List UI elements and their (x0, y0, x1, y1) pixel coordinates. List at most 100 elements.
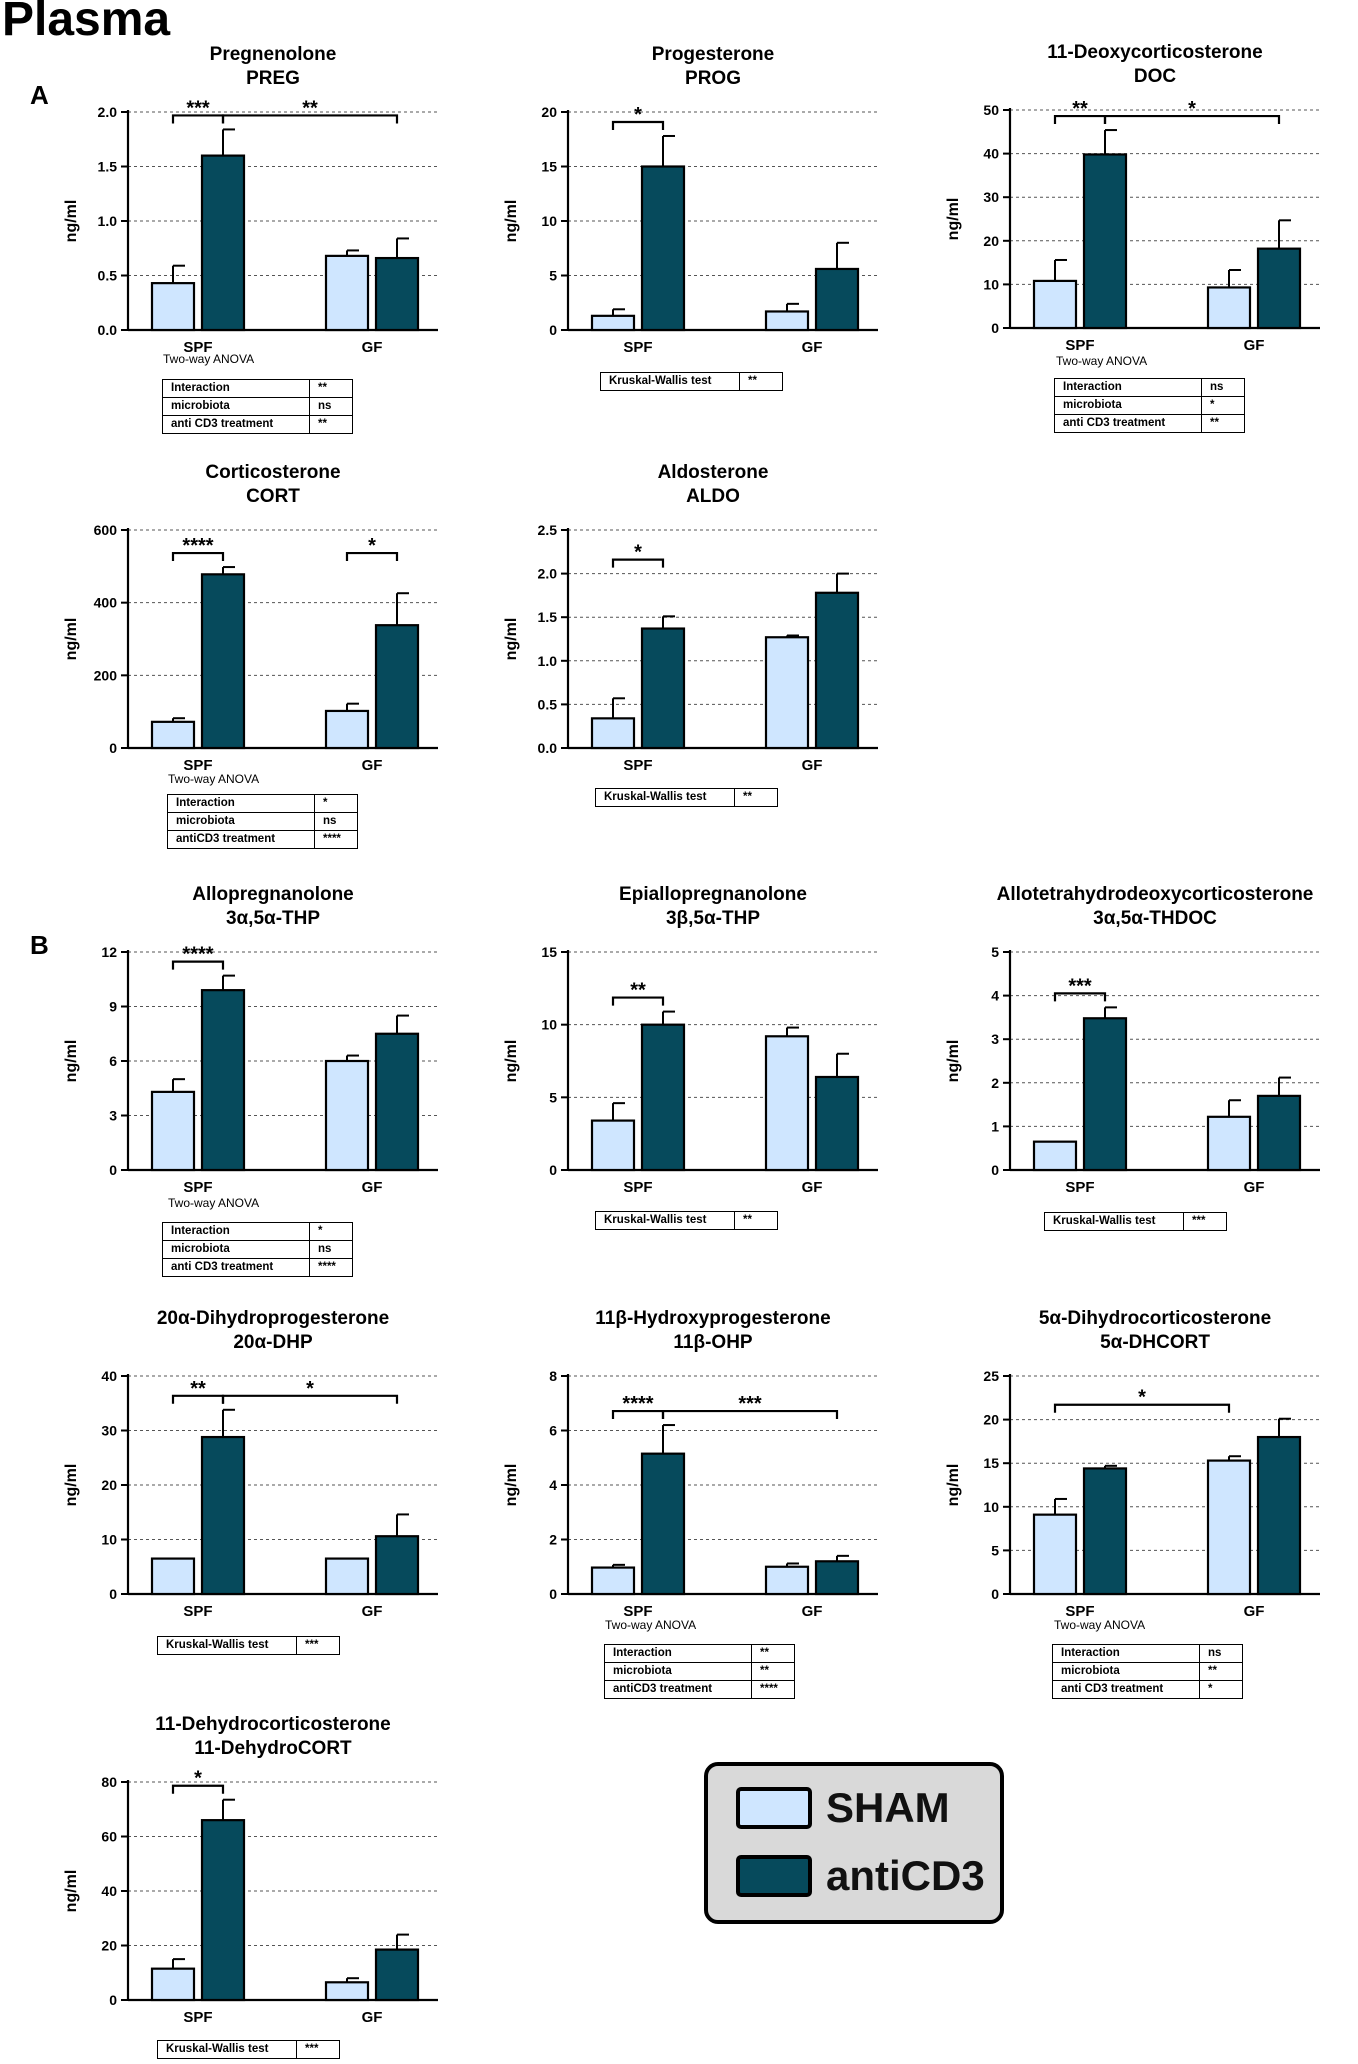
y-tick-label: 10 (541, 213, 557, 229)
y-tick-label: 1.5 (98, 159, 118, 175)
chart-subtitle: 11-DehydroCORT (194, 1738, 352, 1759)
bar-sham-gf (1206, 1459, 1252, 1596)
y-tick-label: 2.5 (538, 522, 558, 538)
legend-item-sham: SHAM (736, 1784, 950, 1832)
legend-swatch-sham (736, 1787, 812, 1829)
stats-table: Interaction ** microbiota ** antiCD3 treatme… (604, 1644, 795, 1699)
legend: SHAM antiCD3 (704, 1762, 1004, 1924)
stats-significance: **** (309, 1258, 353, 1277)
y-axis-label: ng/ml (945, 198, 962, 241)
y-axis-label: ng/ml (503, 200, 520, 243)
bar-anticd3-spf (640, 1023, 686, 1172)
bar-sham-gf (764, 310, 810, 332)
stats-factor: antiCD3 treatment (604, 1680, 752, 1699)
stats-row: Kruskal-Wallis test *** (157, 1636, 340, 1655)
stats-row: microbiota ns (167, 812, 358, 831)
chart-thp: Allopregnanolone 3α,5α-THP 0 3 6 9 12 ng/ml SPF G… (0, 880, 460, 1277)
significance-bracket (1053, 992, 1107, 1002)
chart-preg-svg: Pregnenolone PREG 0.0 0.5 1.0 1.5 2.0 ng/ml SPF G… (63, 44, 438, 356)
significance-label: * (1188, 98, 1196, 120)
y-tick-label: 12 (101, 944, 117, 960)
stats-row: antiCD3 treatment **** (167, 830, 358, 849)
chart-title: Aldosterone (658, 462, 769, 483)
y-tick-label: 8 (549, 1368, 557, 1384)
stats-test-name: Kruskal-Wallis test (157, 1636, 297, 1655)
significance-label: ** (1072, 98, 1088, 120)
chart-dehydrocort: 11-Dehydrocorticosterone 11-DehydroCORT 0 2… (0, 1710, 460, 2059)
chart-subtitle: 20α-DHP (233, 1332, 313, 1353)
bar-anticd3-spf (1082, 153, 1128, 330)
chart-subtitle: 3β,5α-THP (666, 908, 760, 929)
significance-bracket (171, 551, 225, 562)
y-tick-label: 2 (991, 1075, 999, 1091)
chart-title: 20α-Dihydroprogesterone (157, 1308, 389, 1329)
bar-sham-spf (150, 1090, 196, 1172)
stats-significance: * (1199, 1680, 1243, 1699)
bar-anticd3-spf (200, 1435, 246, 1596)
stats-significance: ** (751, 1644, 795, 1663)
bar-sham-spf (150, 1557, 196, 1596)
significance-label: ** (302, 97, 318, 119)
y-tick-label: 600 (94, 522, 118, 538)
stats-test-name: Kruskal-Wallis test (600, 372, 740, 391)
chart-title: Pregnenolone (210, 44, 337, 65)
stats-row: anti CD3 treatment ** (1054, 414, 1245, 433)
bar-anticd3-spf (640, 165, 686, 332)
x-tick-label: SPF (623, 1179, 652, 1196)
y-tick-label: 25 (983, 1368, 999, 1384)
stats-row: Interaction ** (604, 1644, 795, 1663)
x-tick-label: SPF (1065, 1179, 1094, 1196)
stats-table: Kruskal-Wallis test ** (595, 1211, 778, 1230)
legend-label-anticd3: antiCD3 (826, 1852, 985, 1899)
chart-subtitle: ALDO (686, 486, 740, 507)
stats-table: Kruskal-Wallis test *** (1044, 1212, 1227, 1231)
chart-ohp: 11β-Hydroxyprogesterone 11β-OHP 0 2 4 6 8 ng/ml… (440, 1304, 900, 1699)
y-tick-label: 0 (991, 1162, 999, 1178)
stats-row: Interaction ns (1054, 378, 1245, 397)
stats-factor: microbiota (167, 812, 315, 831)
bar-sham-spf (150, 1967, 196, 2002)
x-tick-label: GF (362, 339, 383, 356)
stats-significance: * (314, 794, 358, 813)
stats-significance: ns (309, 1240, 353, 1259)
y-axis-label: ng/ml (503, 1464, 520, 1507)
stats-significance: **** (314, 830, 358, 849)
y-tick-label: 5 (549, 268, 557, 284)
y-axis-label: ng/ml (63, 1040, 80, 1083)
stats-test-name: Kruskal-Wallis test (157, 2040, 297, 2059)
bar-sham-gf (324, 1557, 370, 1596)
chart-preg: Pregnenolone PREG 0.0 0.5 1.0 1.5 2.0 ng/ml SPF G… (0, 40, 460, 434)
bar-sham-spf (590, 1119, 636, 1172)
y-tick-label: 60 (101, 1829, 117, 1845)
significance-bracket (171, 960, 225, 970)
chart-subtitle: CORT (246, 486, 300, 507)
bar-sham-spf (150, 720, 196, 750)
y-tick-label: 20 (541, 104, 557, 120)
bar-anticd3-gf (814, 591, 860, 750)
significance-label: ** (630, 980, 646, 1002)
bar-anticd3-spf (1082, 1467, 1128, 1596)
bar-anticd3-spf (200, 154, 246, 332)
significance-label: *** (1068, 975, 1092, 997)
stats-row: Kruskal-Wallis test ** (595, 788, 778, 807)
x-tick-label: SPF (623, 757, 652, 774)
chart-subtitle: PREG (246, 68, 300, 89)
significance-label: * (368, 535, 376, 557)
stats-row: Interaction * (162, 1222, 353, 1241)
y-tick-label: 40 (101, 1883, 117, 1899)
stats-significance: ** (751, 1662, 795, 1681)
y-tick-label: 50 (983, 102, 999, 118)
bar-anticd3-gf (374, 1032, 420, 1172)
stats-significance: ns (314, 812, 358, 831)
bar-sham-spf (150, 282, 196, 332)
bar-sham-gf (764, 636, 810, 750)
stats-test-name: Two-way ANOVA (1054, 1618, 1146, 1632)
y-tick-label: 3 (109, 1108, 117, 1124)
stats-significance: ** (734, 1211, 778, 1230)
x-tick-label: GF (1244, 1603, 1265, 1620)
legend-label-sham: SHAM (826, 1784, 950, 1831)
chart-dhp: 20α-Dihydroprogesterone 20α-DHP 0 10 20 30 40 n… (0, 1304, 460, 1655)
chart-subtitle: 3α,5α-THP (226, 908, 320, 929)
y-tick-label: 20 (983, 1412, 999, 1428)
